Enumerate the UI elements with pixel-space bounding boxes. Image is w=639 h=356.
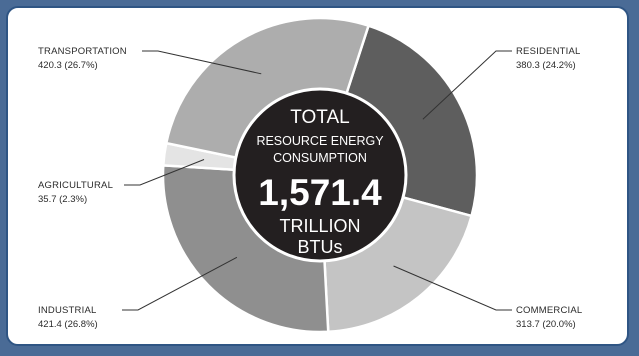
center-unit-1: TRILLION [279, 216, 360, 236]
chart-frame: RESIDENTIAL 380.3 (24.2%) COMMERCIAL 313.7 … [6, 6, 629, 346]
donut-slices [161, 16, 479, 334]
label-value-industrial: 421.4 (26.8%) [38, 319, 98, 330]
center-title: TOTAL [290, 107, 349, 128]
label-name-industrial: INDUSTRIAL [38, 305, 96, 316]
label-name-transportation: TRANSPORTATION [38, 46, 127, 57]
leader-lines [122, 50, 512, 311]
center-subtitle-2: CONSUMPTION [273, 151, 367, 165]
leader-agricultural [124, 159, 205, 186]
label-name-residential: RESIDENTIAL [516, 46, 581, 57]
donut-chart: RESIDENTIAL 380.3 (24.2%) COMMERCIAL 313.7 … [38, 16, 582, 334]
center-disc [232, 87, 408, 263]
slice-labels: RESIDENTIAL 380.3 (24.2%) COMMERCIAL 313.7 … [38, 46, 582, 330]
label-value-residential: 380.3 (24.2%) [516, 60, 576, 71]
leader-commercial [393, 265, 512, 311]
leader-industrial [122, 256, 238, 311]
label-value-commercial: 313.7 (20.0%) [516, 319, 576, 330]
leader-transportation [142, 50, 262, 75]
label-value-agricultural: 35.7 (2.3%) [38, 194, 87, 205]
leader-residential [422, 50, 512, 120]
center-subtitle-1: RESOURCE ENERGY [256, 134, 384, 148]
label-name-agricultural: AGRICULTURAL [38, 180, 113, 191]
label-value-transportation: 420.3 (26.7%) [38, 60, 98, 71]
center-unit-2: BTUs [298, 237, 343, 257]
center-total: 1,571.4 [258, 172, 382, 213]
label-name-commercial: COMMERCIAL [516, 305, 582, 316]
